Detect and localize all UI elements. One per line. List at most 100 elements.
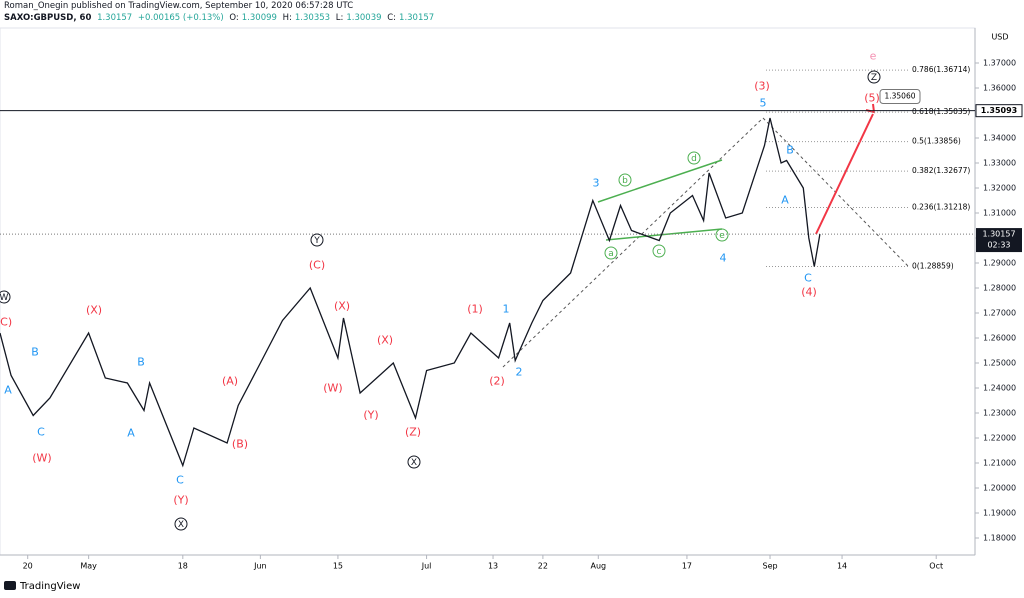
wave-circle <box>407 455 421 469</box>
wave-label: C <box>804 272 812 285</box>
header-published: Roman_Onegin published on TradingView.co… <box>4 1 356 11</box>
y-tick-label: 1.19000 <box>983 509 1016 518</box>
wave-label: (X) <box>334 300 350 313</box>
wave-label: B <box>137 356 145 369</box>
x-tick-label: Jul <box>421 562 432 571</box>
x-tick-label: May <box>80 562 97 571</box>
channel-line <box>597 159 723 203</box>
y-tick-label: 1.23000 <box>983 409 1016 418</box>
y-tick-label: 1.20000 <box>983 484 1016 493</box>
wave-label: (5) <box>864 92 880 105</box>
x-tick-label: 20 <box>23 562 33 571</box>
x-tick-label: 14 <box>837 562 847 571</box>
wave-label: c <box>657 247 662 257</box>
wave-label: Z <box>871 73 877 83</box>
fib-label: 0(1.28859) <box>912 262 954 271</box>
open: 1.30099 <box>241 13 277 23</box>
wave-label: 3 <box>593 177 600 190</box>
y-tick-label: 1.25000 <box>983 359 1016 368</box>
wave-label: (4) <box>801 286 817 299</box>
wave-label: (1) <box>467 303 483 316</box>
channel-line <box>605 228 723 241</box>
x-tick-label: 13 <box>488 562 498 571</box>
price: 1.30157 <box>97 13 133 23</box>
close-label: C: <box>387 13 397 23</box>
wave-label: (W) <box>32 452 51 465</box>
trend-line <box>502 117 764 368</box>
wave-label: 5 <box>760 97 767 110</box>
symbol: SAXO:GBPUSD, 60 <box>4 13 92 23</box>
wave-label: d <box>691 154 697 164</box>
x-tick-label: Aug <box>590 562 606 571</box>
y-tick-label: 1.32000 <box>983 184 1016 193</box>
published: Roman_Onegin published on TradingView.co… <box>4 1 354 11</box>
plot-frame <box>0 27 976 556</box>
target-label: 1.35060 <box>884 92 915 101</box>
last-price-label: 1.30157 <box>982 230 1015 239</box>
fib-label: 0.5(1.33856) <box>912 137 961 146</box>
logo <box>4 581 16 590</box>
x-tick-label: Sep <box>762 562 777 571</box>
wave-label: 2 <box>516 366 523 379</box>
wave-circle <box>867 70 881 84</box>
y-tick-label: 1.31000 <box>983 209 1016 218</box>
high: 1.30353 <box>294 13 331 23</box>
wave-circle <box>0 290 11 304</box>
open-label: O: <box>229 13 239 23</box>
fib-label: 0.382(1.32677) <box>912 166 970 175</box>
wave-circle <box>604 246 618 260</box>
wave-label: (Z) <box>405 426 421 439</box>
wave-label: B <box>31 346 39 359</box>
wave-label: 4 <box>720 252 727 265</box>
countdown: 02:33 <box>987 241 1010 250</box>
x-tick-label: 18 <box>178 562 188 571</box>
target-box <box>879 89 921 104</box>
wave-label: (Y) <box>363 409 378 422</box>
y-tick-label: 1.18000 <box>983 534 1016 543</box>
low-label: L: <box>335 13 344 23</box>
wave-label: X <box>411 458 417 468</box>
wave-label: (3) <box>754 80 770 93</box>
wave-label: C <box>37 426 45 439</box>
high-label: H: <box>282 13 292 23</box>
wave-circle <box>310 233 324 247</box>
last-price-box <box>976 228 1022 253</box>
y-tick-label: 1.37000 <box>983 59 1016 68</box>
wave-circle <box>652 244 666 258</box>
x-tick-label: Jun <box>253 562 267 571</box>
wave-label: e <box>870 50 877 63</box>
wave-label: (B) <box>232 438 248 451</box>
level-label: 1.35093 <box>981 106 1017 115</box>
wave-label: A <box>127 427 135 440</box>
wave-circle <box>715 228 729 242</box>
wave-label: (C) <box>0 316 12 329</box>
wave-circle <box>174 517 188 531</box>
low: 1.30039 <box>346 13 382 23</box>
wave-label: A <box>781 194 789 207</box>
x-tick-label: 17 <box>682 562 692 571</box>
wave-circle <box>618 173 632 187</box>
wave-label: (Y) <box>173 494 188 507</box>
wave-circle <box>687 151 701 165</box>
wave-label: (W) <box>323 382 342 395</box>
x-tick-label: Oct <box>929 562 943 571</box>
wave-label: b <box>622 176 628 186</box>
wave-label: B <box>786 144 794 157</box>
wave-label: (X) <box>86 304 102 317</box>
y-tick-label: 1.26000 <box>983 334 1016 343</box>
wave-label: (2) <box>489 375 505 388</box>
wave-label: C <box>176 474 184 487</box>
wave-label: A <box>4 384 12 397</box>
x-tick-label: 22 <box>538 562 548 571</box>
y-tick-label: 1.34000 <box>983 134 1016 143</box>
wave-label: (C) <box>309 259 325 272</box>
footer-brand: TradingView <box>19 581 80 592</box>
y-tick-label: 1.21000 <box>983 459 1016 468</box>
wave-label: e <box>719 231 725 241</box>
header-quote: SAXO:GBPUSD, 60 1.30157 +0.00165 (+0.13%… <box>4 13 437 23</box>
fib-label: 0.618(1.35035) <box>912 107 970 116</box>
forecast-arrow <box>815 113 874 235</box>
wave-label: a <box>608 249 614 259</box>
